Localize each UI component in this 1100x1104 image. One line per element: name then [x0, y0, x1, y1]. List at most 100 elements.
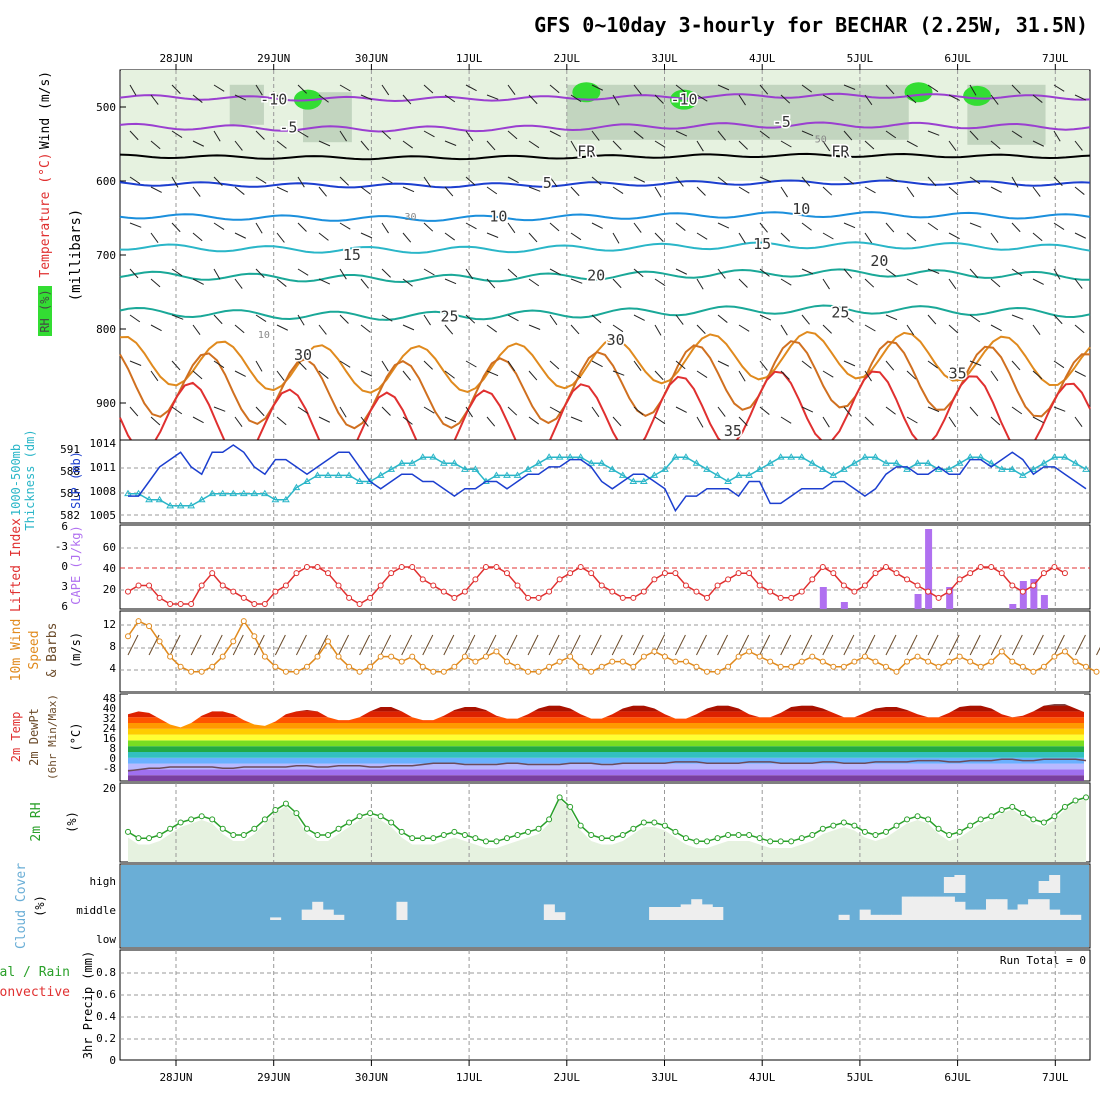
wind-barb [150, 140, 161, 150]
wind-barb [359, 634, 371, 656]
run-total: Run Total = 0 [1000, 954, 1086, 967]
wind-barb [591, 360, 603, 368]
wind-barb [633, 222, 642, 233]
wind-barb [843, 84, 856, 90]
wind-speed-point [851, 658, 858, 665]
date-label-top: 4JUL [749, 52, 776, 65]
wind-speed-point [156, 638, 163, 645]
temp-contour [119, 92, 1091, 103]
wind-barb [465, 222, 477, 230]
lifted-index-point [230, 588, 237, 595]
wind-barb [948, 324, 959, 334]
wind-barb [171, 176, 179, 188]
wind-barb [675, 84, 686, 93]
cloud-axis-label: Cloud Cover [14, 863, 29, 949]
wind-barb [527, 634, 539, 656]
wind-barb [213, 176, 223, 186]
wind-barb [507, 130, 518, 140]
wind-speed-point [1051, 653, 1058, 660]
cape-bar [1019, 581, 1027, 609]
minmax-axis-label: (6hr Min/Max) [46, 694, 59, 780]
wind-barb [211, 634, 223, 656]
wind-speed-point [314, 653, 321, 660]
wind-barb [318, 140, 331, 147]
temp-band [128, 769, 1084, 776]
wind-barb [843, 130, 853, 141]
wind-barb [780, 324, 788, 336]
wind-speed-point [598, 663, 605, 670]
wind-barb [822, 370, 834, 378]
wind-barb [339, 130, 347, 142]
wind-barb [1032, 232, 1043, 242]
wind-barb [129, 84, 137, 96]
wind-barb [1053, 268, 1061, 280]
wind-barb [990, 324, 1002, 332]
wind-barb [969, 360, 982, 366]
rh-point [630, 825, 637, 832]
wind-barb [381, 84, 390, 96]
slp-line [128, 444, 1087, 513]
wind-barb [150, 370, 159, 382]
wind-barb [150, 186, 162, 193]
wind-barb [381, 314, 393, 322]
wind-barb [528, 324, 541, 330]
wind-barb [129, 268, 139, 279]
wind-speed-point [567, 653, 574, 660]
wind-speed-point [1019, 663, 1026, 670]
wind-barb [1032, 634, 1044, 656]
thickness-point [861, 453, 869, 460]
wind-barb [633, 406, 644, 416]
wind-barb [422, 634, 434, 656]
thickness-point [1040, 459, 1048, 466]
cloud-level-label: high [90, 875, 117, 888]
wind-barb [549, 268, 561, 276]
thickness-point [829, 471, 838, 478]
cloud-mid [649, 907, 661, 920]
thickness-point [924, 459, 932, 466]
wind-speed-axis-label: Speed [27, 630, 42, 669]
wind-barb [612, 278, 622, 289]
lifted-index-point [272, 588, 279, 595]
wind-barb [801, 314, 810, 325]
rh-point [503, 835, 510, 842]
wind-barb [948, 94, 960, 101]
rh-point [809, 832, 816, 839]
wind-barb [822, 140, 831, 152]
wind-speed-point [777, 663, 784, 670]
wind-barb [444, 94, 456, 103]
wind-barb [444, 416, 457, 423]
rh-point [346, 819, 353, 826]
lifted-index-point [409, 564, 416, 570]
lifted-index-point [872, 570, 879, 577]
wind-barb [675, 268, 688, 275]
cloud-units-label: (%) [33, 895, 47, 917]
wind-barb [948, 416, 957, 428]
rh-point [398, 828, 405, 835]
wind-barb [213, 130, 221, 142]
cloud-high [943, 877, 955, 893]
thickness-point [818, 465, 827, 472]
wind-barb [927, 634, 939, 656]
cloud-mid [985, 899, 998, 920]
y-tick-label-right: 1008 [90, 485, 117, 498]
cape-bar [1030, 579, 1038, 609]
wind-barb [864, 324, 876, 332]
thickness-point [439, 459, 448, 466]
y-tick-label: 40 [103, 702, 116, 715]
wind-barb [1011, 176, 1019, 188]
wind-barb [234, 232, 247, 239]
thickness-point [155, 495, 164, 503]
wind-speed-point [1030, 668, 1037, 675]
wind-barb [612, 370, 625, 376]
wind-barb [759, 406, 770, 415]
lifted-index-point [809, 576, 816, 583]
thickness-point [397, 459, 406, 466]
wind-barb [297, 314, 305, 326]
lifted-index-point [925, 588, 932, 595]
wind-barb [780, 232, 790, 242]
lifted-index-point [556, 576, 563, 583]
wind-barb [633, 84, 642, 95]
wind-barb [969, 634, 981, 656]
wind-barb [486, 232, 499, 238]
wind-barb [675, 406, 687, 413]
